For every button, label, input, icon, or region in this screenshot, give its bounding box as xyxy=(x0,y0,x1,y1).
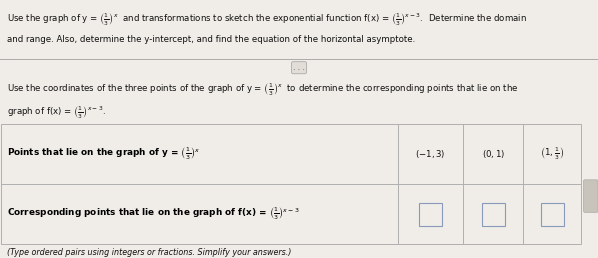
Text: (Type ordered pairs using integers or fractions. Simplify your answers.): (Type ordered pairs using integers or fr… xyxy=(7,248,292,257)
Text: and range. Also, determine the y-intercept, and find the equation of the horizon: and range. Also, determine the y-interce… xyxy=(7,35,416,44)
Text: Points that lie on the graph of y = $\left(\frac{1}{3}\right)^x$: Points that lie on the graph of y = $\le… xyxy=(7,146,200,163)
Text: graph of f(x) = $\left(\frac{1}{3}\right)^{x-3}$.: graph of f(x) = $\left(\frac{1}{3}\right… xyxy=(7,104,106,121)
Text: Use the coordinates of the three points of the graph of y = $\left(\frac{1}{3}\r: Use the coordinates of the three points … xyxy=(7,81,518,98)
Text: . . .: . . . xyxy=(293,63,305,72)
Bar xyxy=(1,124,581,244)
Text: $\left(1,\frac{1}{3}\right)$: $\left(1,\frac{1}{3}\right)$ xyxy=(540,146,565,162)
Bar xyxy=(419,203,442,226)
Bar xyxy=(482,203,505,226)
Text: Use the graph of y = $\left(\frac{1}{3}\right)^x$  and transformations to sketch: Use the graph of y = $\left(\frac{1}{3}\… xyxy=(7,12,527,28)
FancyBboxPatch shape xyxy=(584,180,598,212)
Text: Corresponding points that lie on the graph of f(x) = $\left(\frac{1}{3}\right)^{: Corresponding points that lie on the gra… xyxy=(7,206,300,222)
Text: $(-1,3)$: $(-1,3)$ xyxy=(415,148,446,160)
Bar xyxy=(541,203,563,226)
Text: $(0,1)$: $(0,1)$ xyxy=(481,148,505,160)
